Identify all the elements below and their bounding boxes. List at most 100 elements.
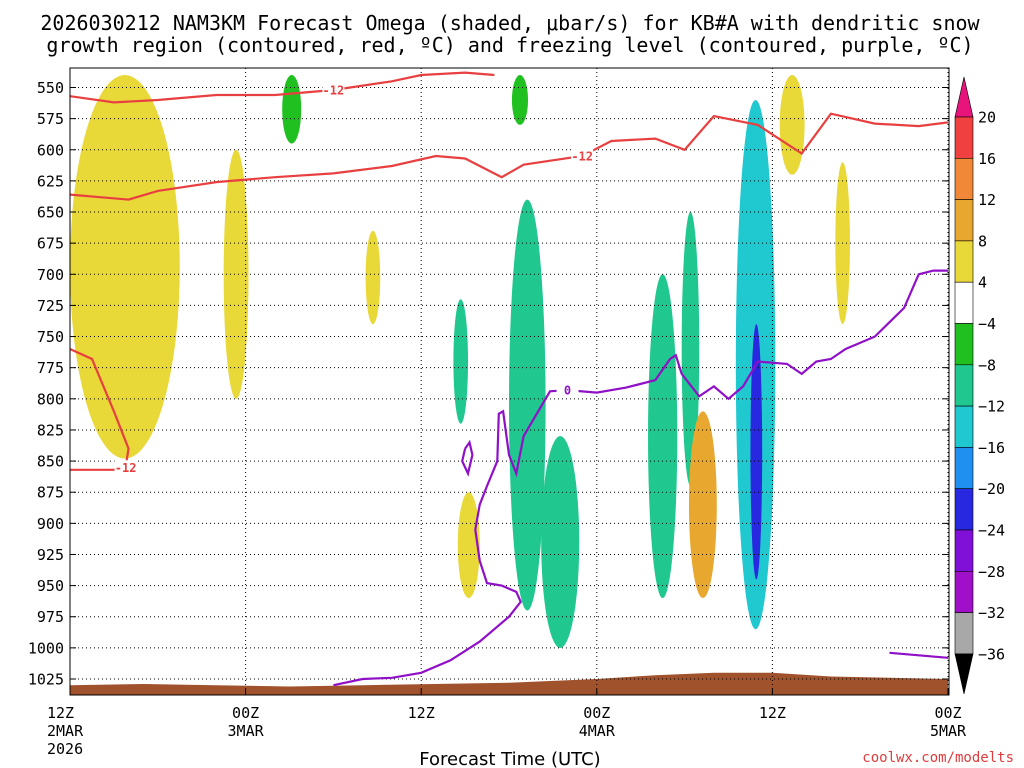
- isotherm-label-mid-red: -12: [571, 149, 593, 163]
- colorbar-bin-1: [954, 116, 974, 159]
- xtick-label-48-1: 12Z: [759, 704, 786, 722]
- xtick-label-24-1: 12Z: [408, 704, 435, 722]
- isotherm-lower-red: [70, 347, 130, 471]
- colorbar-bin-8: [954, 405, 974, 448]
- xtick-label-36-2: 4MAR: [579, 722, 616, 740]
- freezing-level-loop: [461, 439, 474, 477]
- surface-terrain: [70, 672, 948, 695]
- omega-region-sink-a: [453, 299, 469, 424]
- colorbar-label-6: −8: [978, 356, 996, 374]
- xtick-label-60-2: 5MAR: [930, 722, 967, 740]
- ytick-label-800: 800: [37, 390, 64, 408]
- colorbar-label-12: −32: [978, 604, 1005, 622]
- colorbar-bin-3: [954, 199, 974, 242]
- ytick-label-975: 975: [37, 608, 64, 626]
- colorbar-label-4: 4: [978, 274, 987, 292]
- freezing-level-label-bg: [556, 383, 579, 398]
- colorbar-top-arrow: [954, 76, 974, 118]
- colorbar-bin-10: [954, 488, 974, 531]
- contour-lines: [70, 71, 949, 687]
- colorbar-label-5: −4: [978, 315, 996, 333]
- ytick-label-750: 750: [37, 328, 64, 346]
- isotherm-mid-red: [70, 112, 949, 201]
- colorbar-bin-2: [954, 158, 974, 200]
- xtick-label-0-3: 2026: [47, 740, 83, 758]
- ytick-label-1025: 1025: [28, 671, 64, 689]
- chart-title-line2: growth region (contoured, red, ºC) and f…: [46, 33, 973, 57]
- omega-region-rise-upper-right: [779, 75, 805, 175]
- y-axis-ticks: 550 575 600 625 650 675 700 725 750 775 800 825 850 8…: [28, 79, 949, 689]
- x-axis-label: Forecast Time (UTC): [419, 749, 600, 768]
- omega-shading: [70, 75, 850, 648]
- xtick-label-0-1: 12Z: [47, 704, 74, 722]
- colorbar-bin-4: [954, 240, 974, 283]
- freezing-level-label: 0: [564, 384, 571, 398]
- ytick-label-550: 550: [37, 79, 64, 97]
- freezing-level-main: [333, 269, 948, 687]
- colorbar-bin-11: [954, 529, 974, 572]
- colorbar: 20 16 12 8 4 −4 −8 −12 −16 −20 −24 −28 −32 −36: [954, 76, 1005, 694]
- isotherm-upper-red: [70, 71, 495, 104]
- colorbar-label-8: −16: [978, 439, 1005, 457]
- xtick-label-0-2: 2MAR: [47, 722, 84, 740]
- xtick-label-60-1: 00Z: [934, 704, 961, 722]
- colorbar-label-13: −36: [978, 645, 1005, 663]
- isotherm-label-upper-red-bg: [322, 82, 345, 97]
- omega-region-sink-d-upper: [681, 212, 700, 486]
- ytick-label-775: 775: [37, 359, 64, 377]
- omega-region-rise-small: [365, 230, 381, 325]
- colorbar-label-11: −28: [978, 563, 1005, 581]
- ytick-label-850: 850: [37, 453, 64, 471]
- chart-title-line1: 2026030212 NAM3KM Forecast Omega (shaded…: [40, 11, 980, 35]
- ytick-label-825: 825: [37, 421, 64, 439]
- ytick-label-600: 600: [37, 141, 64, 159]
- omega-region-sink-b-upper: [511, 75, 529, 125]
- colorbar-bin-6: [954, 323, 974, 366]
- ytick-label-625: 625: [37, 172, 64, 190]
- omega-region-rise-mid-4mar: [457, 492, 480, 599]
- colorbar-bin-13: [954, 612, 974, 655]
- colorbar-label-3: 8: [978, 232, 987, 250]
- colorbar-label-10: −24: [978, 522, 1005, 540]
- omega-region-rise-3mar-00z: [223, 149, 249, 399]
- ytick-label-900: 900: [37, 515, 64, 533]
- colorbar-label-0: 20: [978, 109, 996, 127]
- xtick-label-12-1: 00Z: [232, 704, 259, 722]
- terrain-layer: [70, 672, 948, 695]
- ytick-label-950: 950: [37, 577, 64, 595]
- colorbar-bin-12: [954, 570, 974, 613]
- colorbar-bin-9: [954, 447, 974, 489]
- omega-region-core-sink: [750, 324, 763, 580]
- freezing-level-right: [889, 651, 949, 659]
- ytick-label-650: 650: [37, 204, 64, 222]
- contour-labels: -12 -12 -12 0: [114, 82, 594, 475]
- colorbar-label-9: −20: [978, 480, 1005, 498]
- omega-region-sink-b: [509, 199, 546, 611]
- ytick-label-725: 725: [37, 297, 64, 315]
- isotherm-label-upper-red: -12: [323, 83, 345, 97]
- ytick-label-875: 875: [37, 484, 64, 502]
- omega-region-sink-d: [648, 274, 678, 599]
- grid-lines: [69, 68, 949, 695]
- omega-region-upper-rise-early: [70, 75, 180, 459]
- omega-region-core-rise: [688, 411, 717, 599]
- omega-region-sink-c: [541, 436, 580, 648]
- ytick-label-675: 675: [37, 235, 64, 253]
- colorbar-bin-5: [954, 281, 974, 324]
- isotherm-label-mid-red-bg: [571, 148, 594, 163]
- xtick-label-36-1: 00Z: [583, 704, 610, 722]
- ytick-label-700: 700: [37, 266, 64, 284]
- isotherm-label-lower-red-bg: [114, 460, 137, 475]
- ytick-label-925: 925: [37, 546, 64, 564]
- colorbar-label-2: 12: [978, 191, 996, 209]
- isotherm-label-lower-red: -12: [115, 461, 137, 475]
- plot-frame: [69, 67, 950, 696]
- credit-text: coolwx.com/modelts: [862, 750, 1014, 766]
- colorbar-label-7: −12: [978, 398, 1005, 416]
- ytick-label-575: 575: [37, 110, 64, 128]
- ytick-label-1000: 1000: [28, 639, 64, 657]
- colorbar-bin-7: [954, 364, 974, 407]
- xtick-label-12-2: 3MAR: [228, 722, 265, 740]
